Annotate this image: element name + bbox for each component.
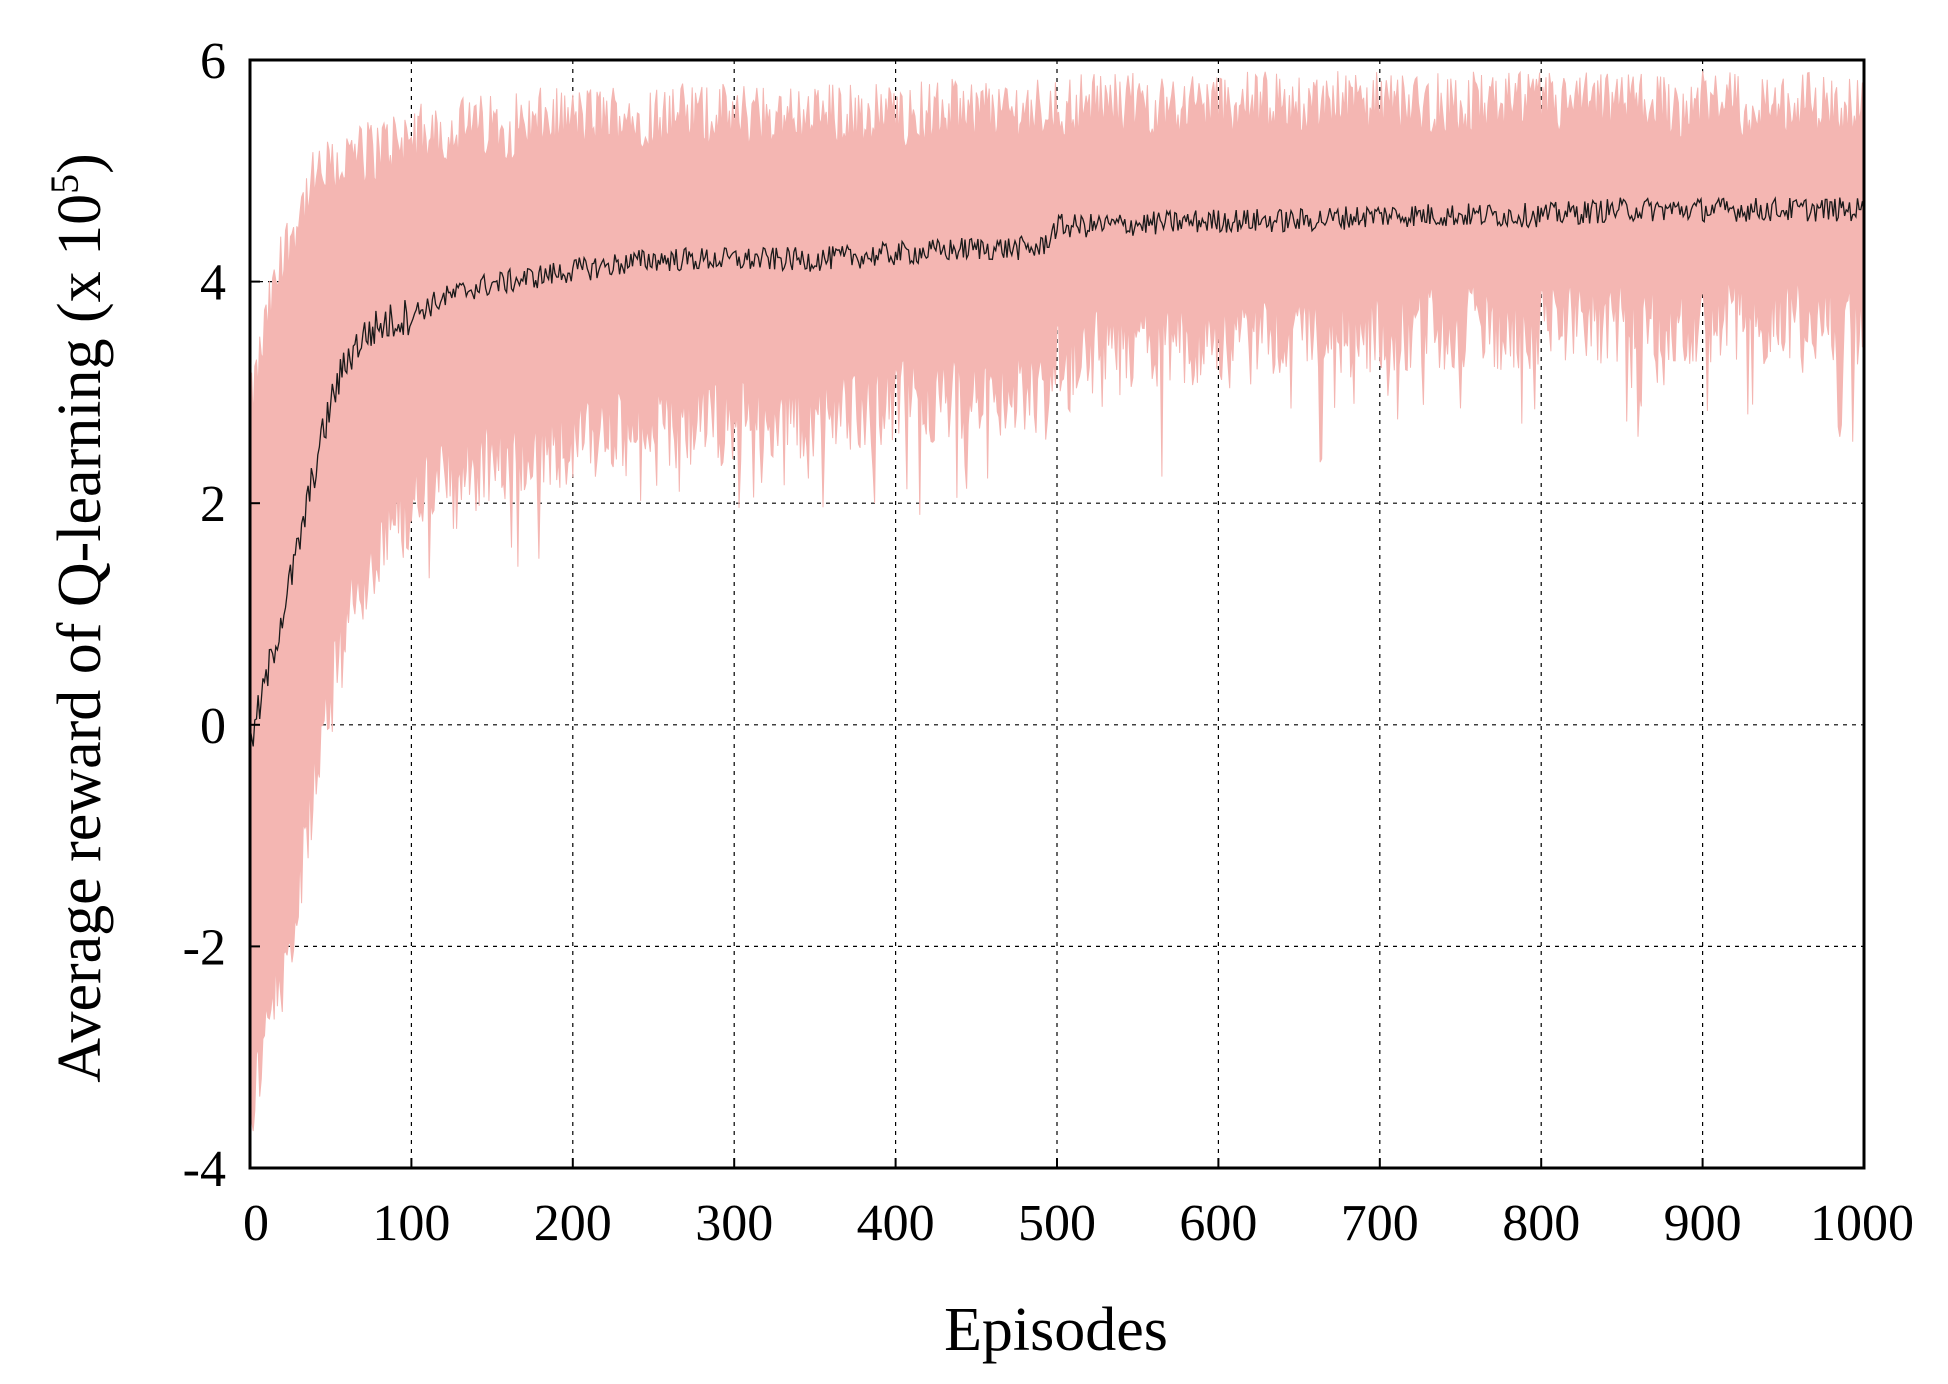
y-tick-labels: -4 -2 0 2 4 6 xyxy=(183,33,226,1198)
x-tick-label: 100 xyxy=(372,1195,450,1252)
x-tick-label: 600 xyxy=(1179,1195,1257,1252)
average-reward-line xyxy=(249,196,1865,747)
y-axis-title: Average reward of Q-learning (x 105) xyxy=(42,153,115,1082)
y-axis-title-close: ) xyxy=(46,153,114,174)
y-tick-label: 2 xyxy=(200,476,226,533)
x-tick-label: 0 xyxy=(243,1195,269,1252)
x-tick-label: 300 xyxy=(695,1195,773,1252)
x-tick-label: 700 xyxy=(1341,1195,1419,1252)
y-tick-label: 0 xyxy=(200,698,226,755)
x-tick-label: 400 xyxy=(857,1195,935,1252)
x-tick-label: 800 xyxy=(1502,1195,1580,1252)
y-tick-label: -2 xyxy=(183,919,226,976)
y-tick-label: 6 xyxy=(200,33,226,90)
x-tick-label: 900 xyxy=(1664,1195,1742,1252)
x-tick-label: 500 xyxy=(1018,1195,1096,1252)
y-axis-title-sup: 5 xyxy=(42,174,87,194)
x-tick-labels: 0 100 200 300 400 500 600 700 800 900 1000 xyxy=(243,1195,1914,1252)
ticks-group xyxy=(249,59,1865,1169)
y-tick-label: 4 xyxy=(200,255,226,312)
x-tick-label: 1000 xyxy=(1810,1195,1914,1252)
x-axis-title: Episodes xyxy=(944,1296,1168,1364)
y-tick-label: -4 xyxy=(183,1141,226,1198)
x-tick-label: 200 xyxy=(534,1195,612,1252)
y-axis-title-main: Average reward of Q-learning (x 10 xyxy=(46,194,114,1083)
